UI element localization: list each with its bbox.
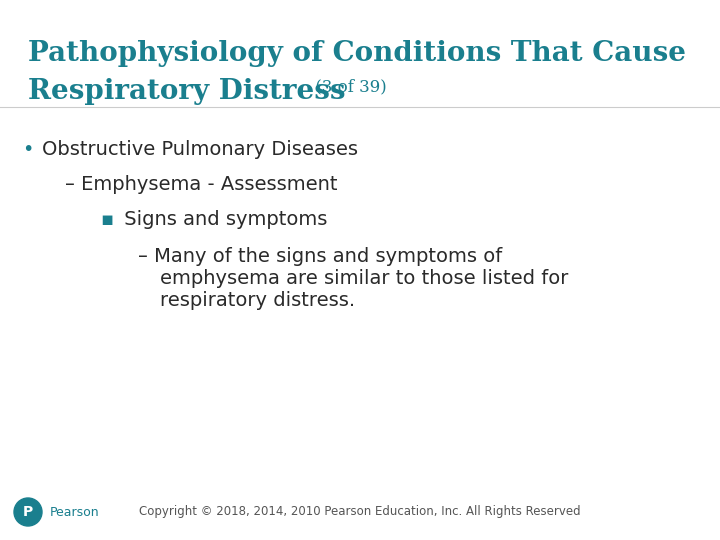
Text: – Emphysema - Assessment: – Emphysema - Assessment — [65, 175, 338, 194]
Text: ▪: ▪ — [100, 210, 113, 229]
Text: – Many of the signs and symptoms of: – Many of the signs and symptoms of — [138, 247, 503, 266]
Text: Copyright © 2018, 2014, 2010 Pearson Education, Inc. All Rights Reserved: Copyright © 2018, 2014, 2010 Pearson Edu… — [139, 505, 581, 518]
Text: Respiratory Distress: Respiratory Distress — [28, 78, 346, 105]
Circle shape — [14, 498, 42, 526]
Text: respiratory distress.: respiratory distress. — [160, 291, 355, 310]
Text: Obstructive Pulmonary Diseases: Obstructive Pulmonary Diseases — [42, 140, 358, 159]
Text: Signs and symptoms: Signs and symptoms — [118, 210, 328, 229]
Text: emphysema are similar to those listed for: emphysema are similar to those listed fo… — [160, 269, 568, 288]
Text: •: • — [22, 140, 33, 159]
Text: Pearson: Pearson — [50, 505, 99, 518]
Text: P: P — [23, 505, 33, 519]
Text: (3 of 39): (3 of 39) — [310, 78, 387, 95]
Text: Pathophysiology of Conditions That Cause: Pathophysiology of Conditions That Cause — [28, 40, 686, 67]
